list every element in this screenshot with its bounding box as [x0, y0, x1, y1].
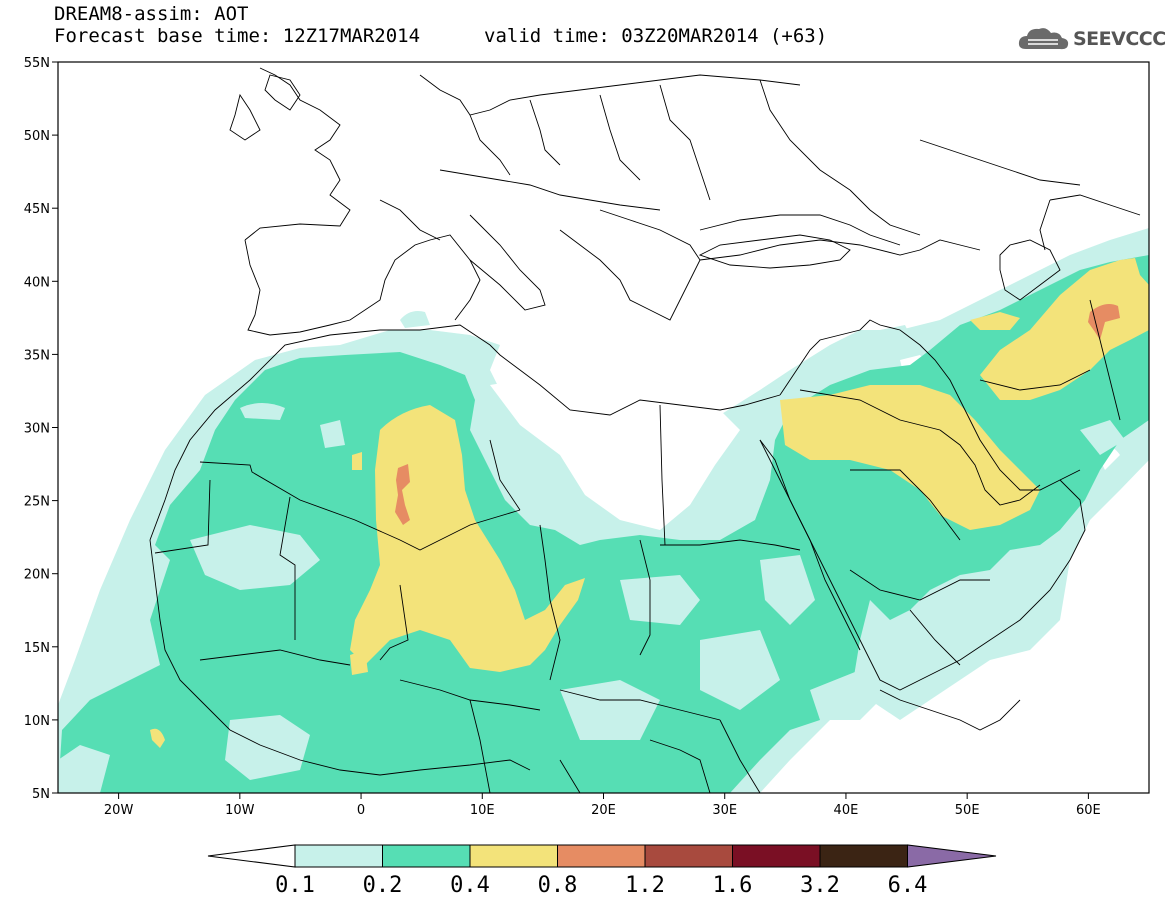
colorbar-segment [732, 844, 821, 868]
cloud-logo-icon [1018, 28, 1069, 50]
colorbar-low-arrow [207, 844, 296, 868]
lat-tick-label: 50N [24, 129, 50, 144]
lon-tick-label: 50E [955, 803, 980, 818]
logo-text: SEEVCCC [1073, 28, 1165, 50]
colorbar-label: 1.2 [625, 873, 665, 898]
colorbar-label: 3.2 [800, 873, 840, 898]
forecast-base-time: Forecast base time: 12Z17MAR2014 [54, 25, 421, 47]
colorbar-label: 0.4 [450, 873, 490, 898]
colorbar-label: 0.2 [363, 873, 403, 898]
colorbar-segment [557, 844, 646, 868]
seevccc-logo: SEEVCCC [1018, 24, 1165, 54]
lat-tick-label: 15N [24, 641, 50, 656]
colorbar-segment [382, 844, 471, 868]
lat-tick-label: 30N [24, 422, 50, 437]
lat-tick-label: 25N [24, 495, 50, 510]
coastlines-borders [149, 67, 1141, 793]
latitude-axis: 55N 50N 45N 40N 35N 30N 25N 20N 15N 10N 5N [24, 56, 58, 802]
lon-tick-label: 0 [357, 803, 365, 818]
colorbar-segment [644, 844, 733, 868]
lon-tick-label: 20W [104, 803, 134, 818]
colorbar-label: 0.8 [538, 873, 578, 898]
longitude-axis: 20W 10W 0 10E 20E 30E 40E 50E 60E [104, 793, 1101, 818]
aot-field [58, 228, 1149, 793]
lon-tick-label: 40E [834, 803, 859, 818]
colorbar-segment [469, 844, 558, 868]
lon-tick-label: 60E [1076, 803, 1101, 818]
lat-tick-label: 35N [24, 348, 50, 363]
lat-tick-label: 55N [24, 56, 50, 71]
lat-tick-label: 5N [32, 787, 50, 802]
lon-tick-label: 10E [470, 803, 495, 818]
colorbar-label: 0.1 [275, 873, 315, 898]
map-title: DREAM8-assim: AOT [54, 3, 249, 25]
aot-level-0-8 [395, 304, 1120, 525]
colorbar-high-arrow [907, 844, 997, 868]
lat-tick-label: 20N [24, 568, 50, 583]
colorbar-label: 1.6 [713, 873, 753, 898]
colorbar-segment [294, 844, 383, 868]
lon-tick-label: 10W [225, 803, 255, 818]
lon-tick-label: 30E [712, 803, 737, 818]
lat-tick-label: 40N [24, 275, 50, 290]
colorbar: 0.1 0.2 0.4 0.8 1.2 1.6 3.2 6.4 [207, 844, 997, 898]
colorbar-segment [819, 844, 908, 868]
colorbar-label: 6.4 [888, 873, 928, 898]
valid-time: valid time: 03Z20MAR2014 (+63) [484, 25, 828, 47]
lon-tick-label: 20E [591, 803, 616, 818]
lat-tick-label: 45N [24, 202, 50, 217]
lat-tick-label: 10N [24, 714, 50, 729]
